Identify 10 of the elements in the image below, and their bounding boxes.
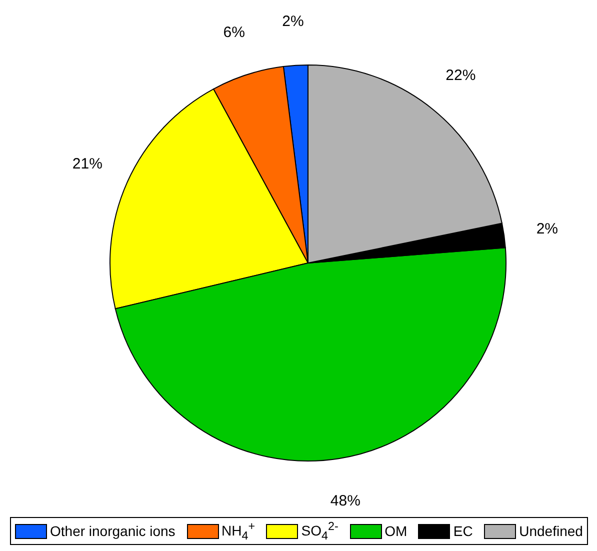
legend-label: OM	[384, 523, 408, 540]
legend-label: EC	[453, 523, 473, 540]
data-label: 2%	[282, 12, 304, 30]
data-label: 2%	[536, 220, 558, 238]
data-label: 21%	[72, 155, 102, 172]
legend-label: Undefined	[519, 523, 583, 540]
data-label: 6%	[223, 24, 245, 41]
legend-label: Other inorganic ions	[50, 523, 176, 540]
data-label: 48%	[330, 492, 360, 510]
data-label: 22%	[446, 66, 476, 84]
